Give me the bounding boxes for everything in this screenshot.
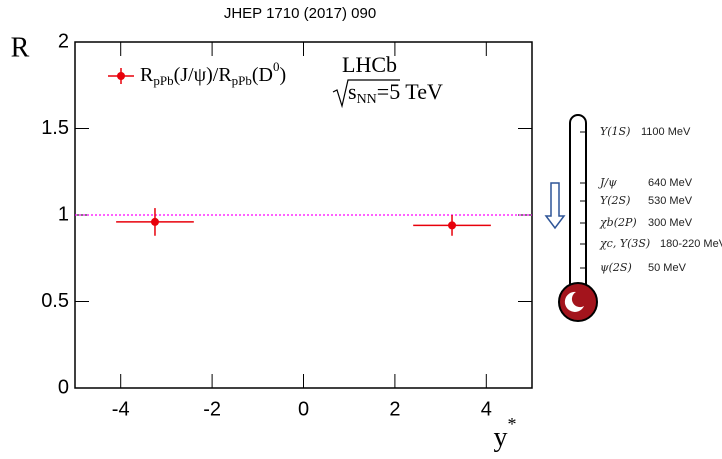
sqrt-sign [332, 79, 400, 109]
energy-label: 50 MeV [648, 262, 687, 274]
x-tick-label: 2 [389, 398, 400, 420]
y-tick-label: 0 [58, 376, 69, 398]
energy-label: 1100 MeV [641, 126, 691, 138]
x-tick-label: -2 [203, 398, 221, 420]
x-tick-label: 4 [481, 398, 492, 420]
energy-label: 640 MeV [648, 177, 693, 189]
state-label: Υ(1S) [600, 125, 630, 138]
down-arrow [544, 182, 566, 230]
legend-marker [117, 72, 125, 80]
energy-label: 530 MeV [648, 195, 693, 207]
y-tick-label: 0.5 [41, 290, 69, 312]
state-label: Υ(2S) [600, 194, 630, 207]
x-axis-label: y* [494, 414, 517, 453]
experiment-label: LHCb [342, 52, 397, 77]
state-label: χb(2P) [599, 216, 637, 229]
x-tick-label: -4 [112, 398, 130, 420]
y-tick-label: 2 [58, 30, 69, 52]
state-label: ψ(2S) [600, 261, 632, 274]
thermometer-tube [569, 114, 587, 290]
energy-label: sNN=5 TeV [348, 79, 443, 107]
energy-label: 300 MeV [648, 217, 693, 229]
y-tick-label: 1 [58, 203, 69, 225]
data-point [448, 221, 457, 230]
state-label: χc, Υ(3S) [599, 237, 650, 250]
legend-label: RpPb(J/ψ)/RpPb(D0) [140, 59, 286, 88]
data-point [150, 217, 159, 226]
thermometer-bulb [558, 282, 598, 322]
bulb-highlight [564, 291, 584, 312]
state-label: J/ψ [598, 176, 617, 189]
energy-label: 180-220 MeV [660, 238, 722, 250]
x-tick-label: 0 [298, 398, 309, 420]
y-tick-label: 1.5 [41, 117, 69, 139]
y-axis-label: R [11, 32, 30, 63]
chart-title: JHEP 1710 (2017) 090 [224, 5, 376, 22]
thermometer [544, 114, 598, 322]
